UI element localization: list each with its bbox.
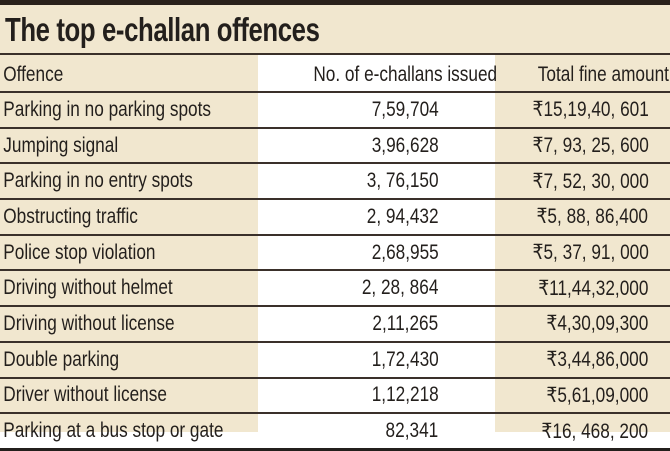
challans-cell: 3, 76,150 [272,163,507,201]
challans-cell: 2, 28, 864 [272,270,507,308]
table-row: Obstructing traffic 2, 94,432 ₹5, 88, 86,4… [0,199,670,236]
page-title: The top e-challan offences [5,11,320,48]
header-fine: Total fine amount [506,58,670,93]
fine-cell: ₹5, 37, 91, 000 [506,234,670,272]
fine-cell: ₹4,30,09,300 [506,306,670,343]
challans-cell: 2,11,265 [272,306,507,343]
offence-cell: Parking in no parking spots [0,92,273,129]
header-offence: Offence [0,58,273,93]
table-row: Police stop violation 2,68,955 ₹5, 37, 91,… [0,234,670,272]
offence-cell: Double parking [0,341,273,379]
offence-cell: Police stop violation [0,234,273,272]
offence-cell: Jumping signal [0,127,273,165]
offence-cell: Parking at a bus stop or gate [0,413,273,451]
fine-cell: ₹5,61,09,000 [506,377,670,415]
table-row: Driving without helmet 2, 28, 864 ₹11,44,3… [0,270,670,308]
header-row: Offence No. of e-challans issued Total f… [0,58,670,93]
table-row: Driving without license 2,11,265 ₹4,30,09,… [0,306,670,343]
fine-cell: ₹7, 52, 30, 000 [506,163,670,201]
fine-cell: ₹3,44,86,000 [506,341,670,379]
offence-cell: Parking in no entry spots [0,163,273,201]
table-row: Parking in no entry spots 3, 76,150 ₹7, 52… [0,163,670,201]
offence-cell: Driving without license [0,306,273,343]
table-row: Parking at a bus stop or gate 82,341 ₹16, … [0,413,670,451]
fine-cell: ₹15,19,40, 601 [506,92,670,129]
table-row: Parking in no parking spots 7,59,704 ₹15,1… [0,92,670,129]
table-row: Driver without license 1,12,218 ₹5,61,09,0… [0,377,670,415]
fine-cell: ₹11,44,32,000 [506,270,670,308]
table-row: Double parking 1,72,430 ₹3,44,86,000 [0,341,670,379]
fine-cell: ₹16, 468, 200 [506,413,670,451]
offence-cell: Driving without helmet [0,270,273,308]
challans-cell: 1,72,430 [272,341,507,379]
title-bar: The top e-challan offences [0,5,670,53]
offence-cell: Driver without license [0,377,273,415]
challans-cell: 2, 94,432 [272,199,507,236]
offences-table: Offence No. of e-challans issued Total f… [0,58,670,451]
fine-cell: ₹7, 93, 25, 600 [506,127,670,165]
header-challans: No. of e-challans issued [272,58,507,93]
challans-cell: 2,68,955 [272,234,507,272]
divider [0,53,670,55]
table-row: Jumping signal 3,96,628 ₹7, 93, 25, 600 [0,127,670,165]
challans-cell: 7,59,704 [272,92,507,129]
challans-cell: 82,341 [272,413,507,451]
challans-cell: 1,12,218 [272,377,507,415]
top-bar [0,0,670,5]
fine-cell: ₹5, 88, 86,400 [506,199,670,236]
challans-cell: 3,96,628 [272,127,507,165]
offence-cell: Obstructing traffic [0,199,273,236]
